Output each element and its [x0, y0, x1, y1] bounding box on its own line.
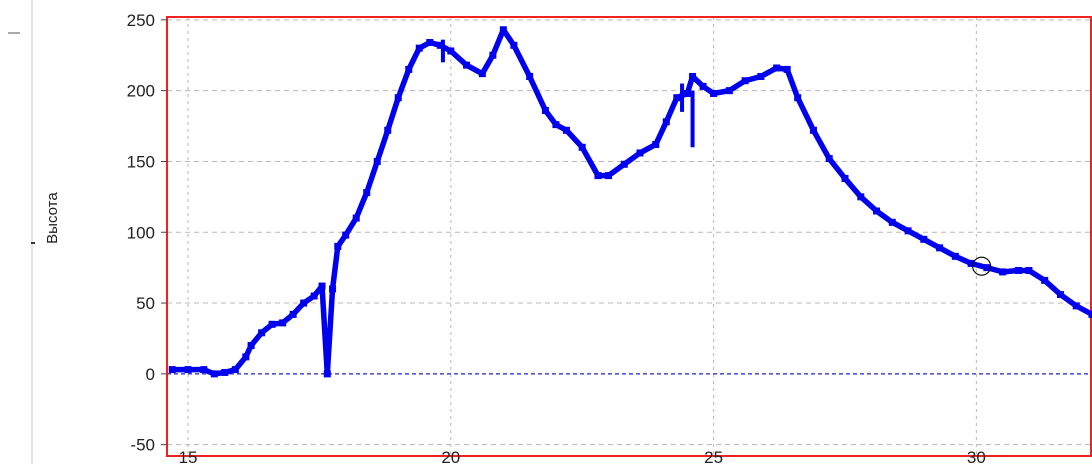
data-point [426, 39, 433, 46]
data-point [757, 73, 764, 80]
data-point [841, 175, 848, 182]
data-point [742, 77, 749, 84]
x-tick-label: 25 [704, 448, 723, 464]
data-point [269, 321, 276, 328]
data-point [673, 94, 680, 101]
data-point [374, 158, 381, 165]
data-point [242, 353, 249, 360]
data-point [200, 366, 207, 373]
series-line [172, 30, 1092, 374]
data-point [463, 62, 470, 69]
data-point [1073, 302, 1080, 309]
x-tick-label: 30 [967, 448, 986, 464]
data-point [510, 42, 517, 49]
data-point [952, 253, 959, 260]
data-point [279, 319, 286, 326]
data-point [999, 268, 1006, 275]
data-point [211, 370, 218, 377]
data-point [221, 369, 228, 376]
data-point [363, 189, 370, 196]
data-point [663, 118, 670, 125]
series-group [169, 26, 1092, 377]
data-point [710, 90, 717, 97]
data-point [726, 87, 733, 94]
data-point [416, 45, 423, 52]
x-tick-label: 20 [441, 448, 460, 464]
y-tick-label: 50 [136, 294, 155, 313]
data-point [1057, 291, 1064, 298]
data-point [334, 243, 341, 250]
data-point [621, 161, 628, 168]
data-point [637, 149, 644, 156]
data-point [784, 66, 791, 73]
x-tick-label: 15 [179, 448, 198, 464]
data-point [873, 208, 880, 215]
data-point [329, 285, 336, 292]
data-point [489, 52, 496, 59]
data-point [500, 26, 507, 33]
data-point [169, 366, 176, 373]
data-point [479, 70, 486, 77]
plot-frame [167, 17, 1091, 456]
data-point [579, 144, 586, 151]
data-point [1041, 277, 1048, 284]
data-point [652, 141, 659, 148]
data-point [311, 292, 318, 299]
data-point [810, 127, 817, 134]
data-point [605, 172, 612, 179]
data-point [1015, 267, 1022, 274]
data-point [563, 127, 570, 134]
data-point [773, 64, 780, 71]
grid-lines [167, 17, 1092, 456]
data-point [689, 73, 696, 80]
data-point [794, 94, 801, 101]
y-tick-label: 0 [146, 365, 155, 384]
data-point [552, 121, 559, 128]
data-point [447, 47, 454, 54]
data-point [290, 311, 297, 318]
y-tick-label: 150 [127, 152, 155, 171]
data-point [232, 366, 239, 373]
y-tick-label: -50 [130, 436, 155, 455]
data-point [542, 107, 549, 114]
y-tick-label: 100 [127, 223, 155, 242]
data-point [353, 215, 360, 222]
data-point [384, 127, 391, 134]
data-point [300, 300, 307, 307]
data-point [1089, 311, 1092, 318]
data-point [185, 366, 192, 373]
data-point [248, 342, 255, 349]
data-point [920, 236, 927, 243]
data-point [324, 370, 331, 377]
data-point [889, 219, 896, 226]
data-point [857, 193, 864, 200]
data-point [684, 90, 691, 97]
data-point [905, 227, 912, 234]
data-point [319, 283, 326, 290]
data-point [1025, 267, 1032, 274]
data-point [936, 244, 943, 251]
data-point [526, 73, 533, 80]
data-point [826, 155, 833, 162]
data-point [258, 329, 265, 336]
data-point [342, 232, 349, 239]
y-tick-label: 200 [127, 82, 155, 101]
y-axis-label: Высота [44, 192, 61, 244]
data-point [395, 94, 402, 101]
data-point [594, 172, 601, 179]
data-point [405, 66, 412, 73]
y-tick-labels: -50 0 50 100 150 200 250 [127, 11, 167, 455]
data-point [700, 83, 707, 90]
y-tick-label: 250 [127, 11, 155, 30]
